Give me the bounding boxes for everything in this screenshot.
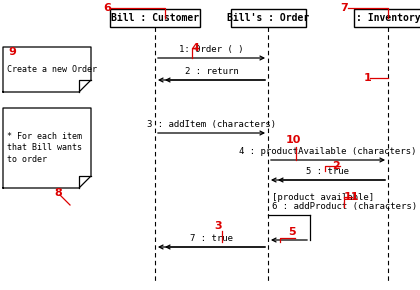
Text: 6: 6: [103, 3, 111, 13]
Bar: [231, 9, 305, 27]
Text: 7 : true: 7 : true: [190, 234, 233, 243]
Text: 2 : return: 2 : return: [185, 67, 239, 76]
Text: 3: 3: [214, 221, 222, 231]
Text: 4 : productAvailable (characters): 4 : productAvailable (characters): [239, 147, 417, 156]
Text: 8: 8: [54, 188, 62, 198]
Text: Bill : Customer: Bill : Customer: [111, 13, 199, 23]
Text: 5: 5: [288, 227, 296, 237]
Polygon shape: [3, 108, 91, 188]
Text: 10: 10: [285, 135, 301, 145]
Text: 1: 1: [364, 73, 372, 83]
Text: 5 : true: 5 : true: [307, 167, 349, 176]
Text: [product available]: [product available]: [272, 193, 374, 202]
Text: 9: 9: [8, 47, 16, 57]
Text: Create a new Order: Create a new Order: [7, 65, 97, 74]
Text: 3 : addItem (characters): 3 : addItem (characters): [147, 120, 276, 129]
Text: 7: 7: [340, 3, 348, 13]
Bar: [110, 9, 200, 27]
Text: : Inventory: : Inventory: [356, 13, 420, 23]
Polygon shape: [3, 47, 91, 92]
Bar: [354, 9, 420, 27]
Text: 2: 2: [332, 161, 340, 171]
Text: Bill's : Order: Bill's : Order: [227, 13, 309, 23]
Text: 4: 4: [192, 43, 200, 53]
Text: * For each item
that Bill wants
to order: * For each item that Bill wants to order: [7, 132, 82, 164]
Text: 1: Order ( ): 1: Order ( ): [179, 45, 244, 54]
Text: 11: 11: [344, 192, 360, 202]
Text: 6 : addProduct (characters): 6 : addProduct (characters): [272, 202, 417, 211]
